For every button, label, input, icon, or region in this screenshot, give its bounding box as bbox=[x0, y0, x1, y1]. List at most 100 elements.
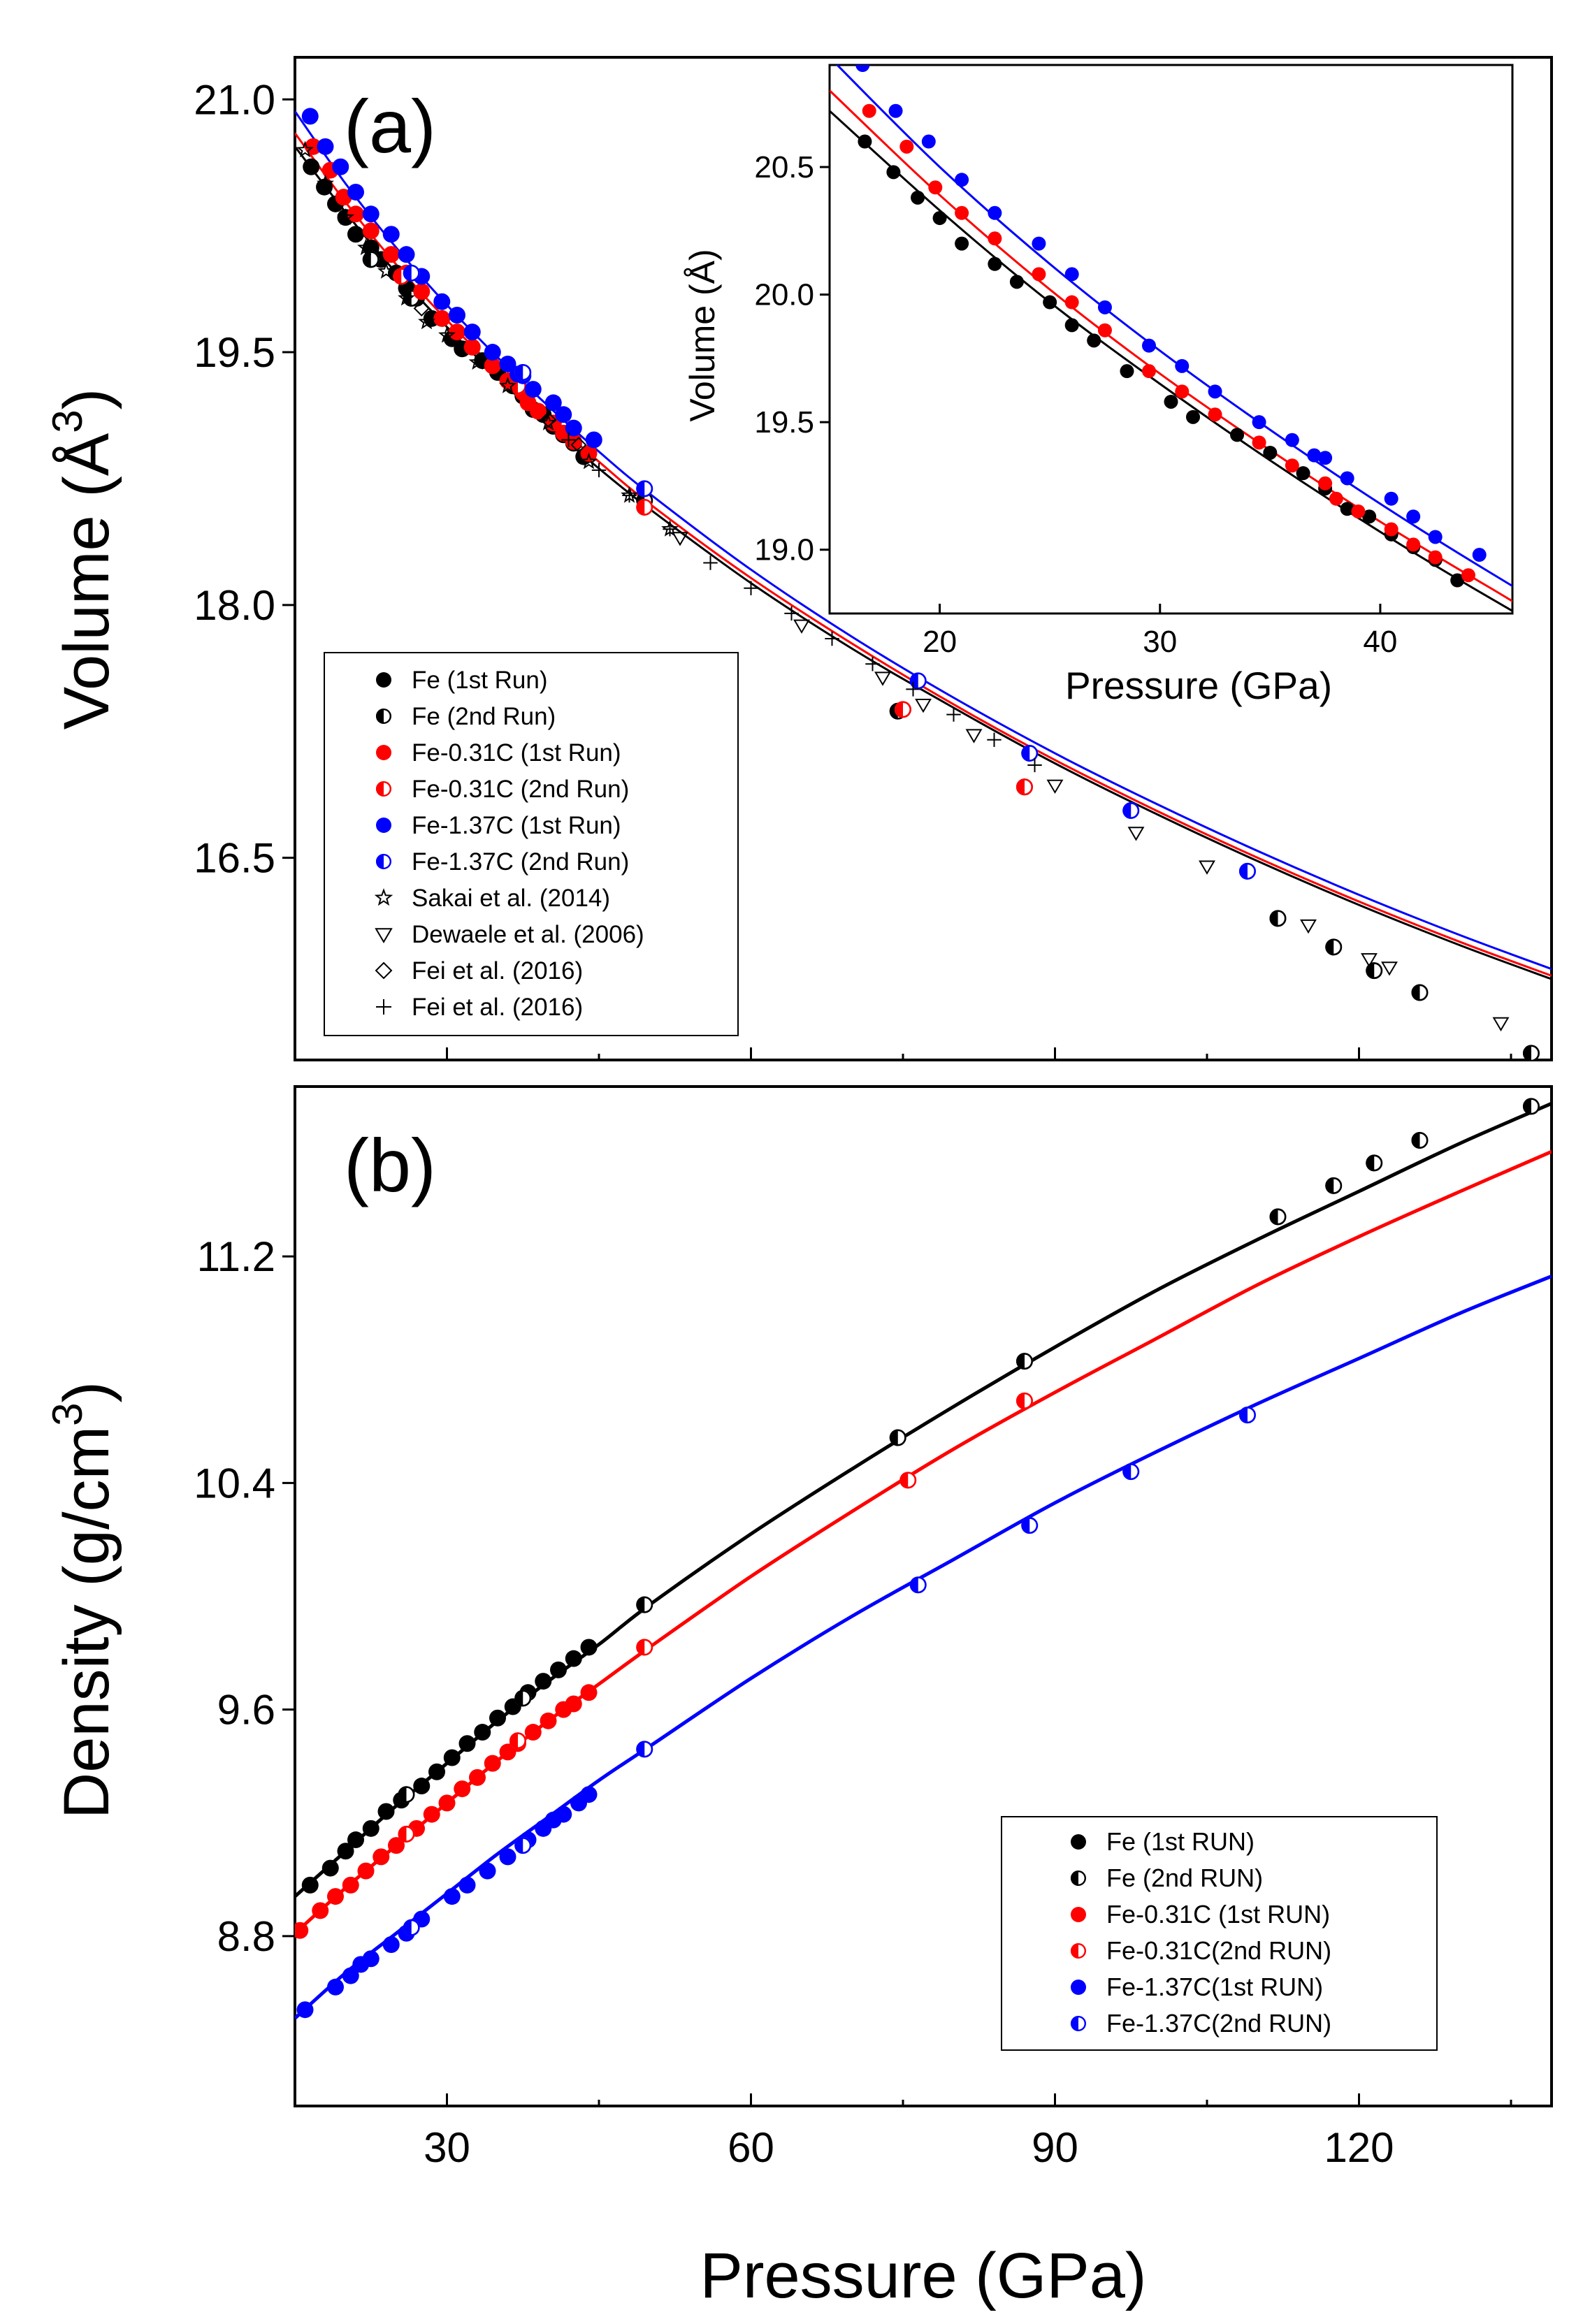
legend-b-item: Fe-0.31C (1st RUN) bbox=[1071, 1900, 1330, 1929]
inset-point bbox=[1032, 267, 1046, 282]
panel-a-point bbox=[296, 140, 314, 158]
panel-b-point bbox=[514, 1837, 532, 1854]
panel-b-series-fe-1-37c-1st-run bbox=[296, 1786, 598, 2019]
legend-b-label: Fe-0.31C(2nd RUN) bbox=[1106, 1936, 1331, 1965]
panel-b-series-fe-1-37c-2nd-run bbox=[403, 1407, 1256, 1936]
panel-a-point bbox=[636, 480, 653, 498]
panel-a-point bbox=[1325, 938, 1343, 956]
panel-b-point bbox=[312, 1902, 329, 1919]
panel-b-y-tick-label: 10.4 bbox=[194, 1460, 275, 1506]
panel-b-y-tick-label: 8.8 bbox=[217, 1913, 275, 1960]
inset-y-tick-label: 20.5 bbox=[754, 150, 814, 184]
panel-b-point bbox=[889, 1429, 906, 1446]
panel-a-point bbox=[1523, 1045, 1540, 1060]
legend-a: Fe (1st Run) Fe (2nd Run) Fe-0.31C (1st Ru… bbox=[324, 652, 739, 1036]
inset-fit-fe bbox=[830, 110, 1512, 613]
panel-a-point bbox=[784, 606, 799, 621]
inset-point bbox=[955, 173, 969, 187]
legend-a-label: Sakai et al. (2014) bbox=[412, 885, 610, 912]
panel-a-point bbox=[1015, 778, 1033, 796]
panel-b-point bbox=[342, 1967, 359, 1984]
inset-y-tick-label: 20.0 bbox=[754, 278, 814, 312]
panel-b-point bbox=[327, 1888, 344, 1905]
inset-x-tick-label: 20 bbox=[923, 625, 957, 659]
panel-a-point bbox=[874, 671, 891, 686]
panel-a-point bbox=[438, 326, 456, 343]
panel-a-point bbox=[1361, 953, 1378, 968]
panel-b-point bbox=[1411, 1132, 1429, 1149]
y-axis-title-b: Density (g/cm3) bbox=[44, 1381, 122, 1819]
inset-point bbox=[1351, 504, 1366, 518]
legend-a-item: Fe-1.37C (2nd Run) bbox=[376, 848, 629, 876]
inset-point bbox=[1428, 550, 1443, 565]
panel-a-point bbox=[484, 344, 501, 361]
legend-a-label: Fe-1.37C (1st Run) bbox=[412, 812, 621, 839]
panel-b-point bbox=[1366, 1154, 1383, 1172]
panel-b-point bbox=[403, 1919, 420, 1936]
panel-b-point bbox=[479, 1862, 496, 1880]
legend-a-marker bbox=[376, 853, 392, 869]
inset-point bbox=[1461, 568, 1475, 583]
inset-point bbox=[1141, 364, 1156, 379]
panel-b-point bbox=[362, 1950, 380, 1968]
panel-a-point bbox=[499, 355, 516, 372]
legend-a-marker bbox=[376, 672, 391, 688]
panel-a-point bbox=[1127, 827, 1145, 841]
inset-point bbox=[1340, 471, 1354, 486]
panel-a-point bbox=[744, 581, 758, 595]
inset-fit-fe-0-31c bbox=[830, 89, 1512, 603]
panel-b-point bbox=[347, 1831, 364, 1849]
inset-point bbox=[1064, 318, 1079, 333]
panel-b-point bbox=[1122, 1463, 1140, 1481]
panel-b-label: (b) bbox=[344, 1123, 436, 1207]
panel-a-point bbox=[362, 205, 380, 223]
legend-a-item: Fe (1st Run) bbox=[376, 667, 548, 694]
panel-a-y-tick-label: 21.0 bbox=[194, 76, 275, 123]
panel-a-point bbox=[413, 283, 431, 300]
panel-a-point bbox=[580, 452, 598, 470]
panel-a-point bbox=[965, 729, 983, 743]
legend-a-item: Sakai et al. (2014) bbox=[374, 885, 610, 912]
inset-point bbox=[899, 139, 914, 154]
panel-a-point bbox=[382, 246, 400, 263]
panel-a-point bbox=[1492, 1017, 1510, 1032]
panel-b-point bbox=[327, 1978, 344, 1996]
x-axis-title: Pressure (GPa) bbox=[700, 2240, 1146, 2311]
inset-x-axis-title: Pressure (GPa) bbox=[1065, 664, 1332, 707]
panel-b-point bbox=[540, 1712, 557, 1729]
inset-point bbox=[1064, 295, 1079, 310]
inset-point bbox=[1032, 236, 1046, 251]
inset-point bbox=[1009, 275, 1024, 289]
inset-point bbox=[862, 103, 876, 118]
panel-b-point bbox=[1238, 1407, 1256, 1424]
panel-a-series-fei-et-al-2016-plus bbox=[561, 433, 1042, 773]
panel-a-y-tick-label: 19.5 bbox=[194, 329, 275, 376]
panel-a-point bbox=[362, 222, 380, 240]
panel-a-point bbox=[946, 707, 961, 722]
inset-point bbox=[1384, 522, 1398, 537]
panel-a-point bbox=[915, 698, 932, 713]
inset-point bbox=[1318, 451, 1333, 465]
panel-b-point bbox=[428, 1763, 445, 1780]
panel-a-point bbox=[1411, 984, 1429, 1001]
panel-b-point bbox=[580, 1786, 598, 1803]
panel-a-point bbox=[347, 205, 364, 223]
legend-a-item: Fe-0.31C (2nd Run) bbox=[376, 776, 629, 803]
panel-a-point bbox=[1238, 862, 1256, 880]
panel-a-point bbox=[540, 411, 557, 428]
panel-a-point bbox=[449, 307, 465, 324]
inset-point bbox=[1340, 502, 1354, 516]
legend-b-marker bbox=[1070, 1870, 1086, 1886]
panel-a-point bbox=[433, 310, 451, 327]
panel-b-point bbox=[565, 1650, 582, 1667]
legend-a-item: Fe-0.31C (1st Run) bbox=[376, 739, 621, 767]
panel-b-point bbox=[1325, 1177, 1343, 1194]
inset-point bbox=[1064, 267, 1079, 282]
legend-a-marker bbox=[376, 709, 392, 725]
panel-b-point bbox=[388, 1837, 405, 1854]
legend-a-label: Fe-0.31C (1st Run) bbox=[412, 739, 621, 767]
panel-a-point bbox=[468, 353, 486, 370]
panel-b-point bbox=[443, 1888, 461, 1905]
legend-b-item: Fe (2nd RUN) bbox=[1070, 1864, 1263, 1892]
panel-b-point bbox=[377, 1803, 395, 1820]
